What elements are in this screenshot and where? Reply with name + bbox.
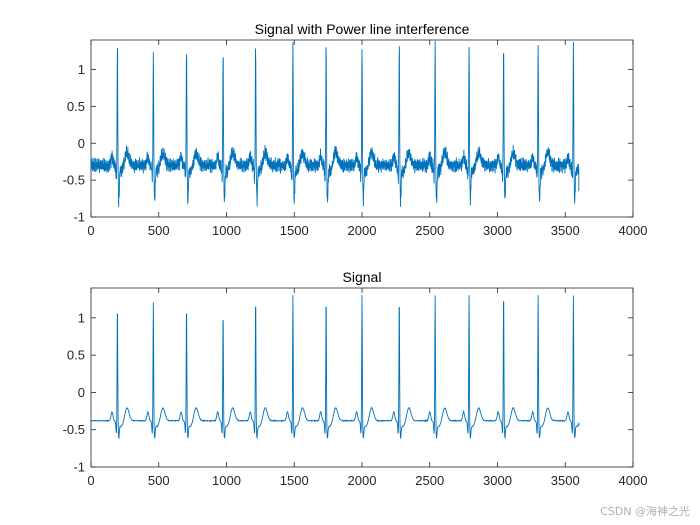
x-tick-label: 2500: [415, 223, 444, 238]
x-tick-label: 1000: [212, 223, 241, 238]
chart-title: Signal: [343, 269, 382, 285]
x-tick-label: 0: [87, 473, 94, 488]
y-tick-label: -0.5: [63, 422, 85, 437]
x-tick-label: 4000: [619, 223, 648, 238]
x-tick-label: 3000: [483, 473, 512, 488]
y-tick-label: -0.5: [63, 173, 85, 188]
x-tick-label: 500: [148, 223, 170, 238]
x-tick-label: 3500: [551, 473, 580, 488]
x-tick-label: 1000: [212, 473, 241, 488]
x-tick-label: 2000: [348, 473, 377, 488]
y-tick-label: -1: [73, 460, 85, 475]
subplot-signal: Signal 0 500 1000 1500 2000 2500 3000 3500 4000 -…: [63, 269, 648, 488]
x-tick-label: 4000: [619, 473, 648, 488]
y-tick-label: 0: [78, 385, 85, 400]
x-tick-label: 3000: [483, 223, 512, 238]
x-tick-label: 2500: [415, 473, 444, 488]
x-tick-label: 1500: [280, 473, 309, 488]
x-tick-label: 3500: [551, 223, 580, 238]
y-tick-label: 0.5: [67, 99, 85, 114]
chart-title: Signal with Power line interference: [255, 21, 470, 37]
x-tick-label: 0: [87, 223, 94, 238]
x-tick-label: 500: [148, 473, 170, 488]
y-tick-label: -1: [73, 210, 85, 225]
y-tick-label: 1: [78, 310, 85, 325]
y-tick-label: 1: [78, 62, 85, 77]
watermark-text: CSDN @海神之光: [600, 505, 690, 518]
y-tick-label: 0.5: [67, 348, 85, 363]
x-tick-label: 2000: [348, 223, 377, 238]
y-tick-label: 0: [78, 136, 85, 151]
series-line: [90, 40, 580, 207]
subplot-power-line: Signal with Power line interference 0 500…: [63, 21, 648, 238]
x-tick-label: 1500: [280, 223, 309, 238]
series-line: [90, 295, 580, 440]
